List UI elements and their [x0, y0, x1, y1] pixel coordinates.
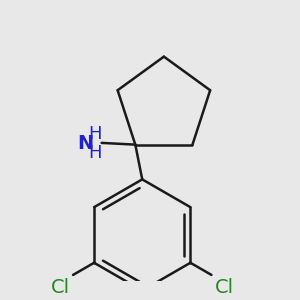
Text: N: N [77, 134, 94, 153]
Text: H: H [88, 144, 102, 162]
Text: Cl: Cl [50, 278, 70, 297]
Text: Cl: Cl [215, 278, 234, 297]
Text: H: H [88, 125, 102, 143]
